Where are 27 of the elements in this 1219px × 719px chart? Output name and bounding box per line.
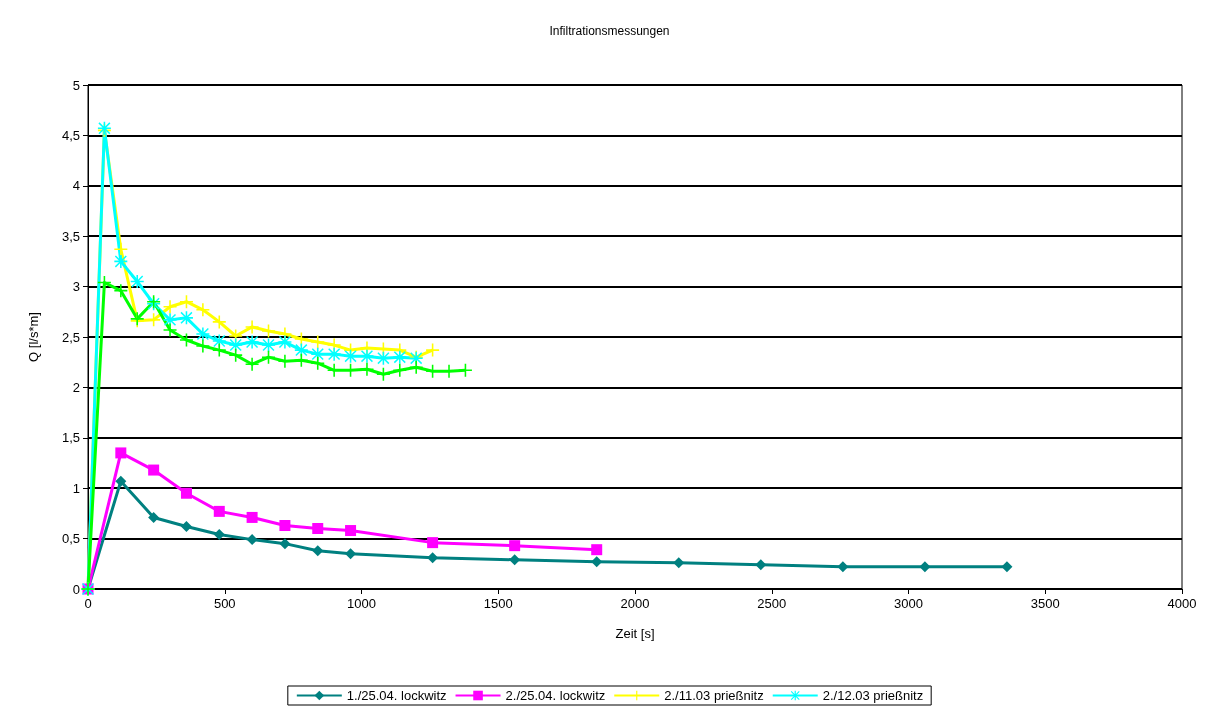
x-axis-title: Zeit [s] <box>615 626 655 641</box>
x-tick-label: 4000 <box>1167 596 1197 611</box>
x-tick-label: 1000 <box>347 596 376 611</box>
y-axis-title: Q [l/s*m] <box>26 312 41 362</box>
y-tick-label: 4,5 <box>61 127 80 143</box>
x-tick-label: 2500 <box>757 596 787 611</box>
legend-label: 2./25.04. lockwitz <box>505 688 606 703</box>
y-tick-label: 0,5 <box>61 531 80 547</box>
y-tick-label: 1 <box>72 480 80 496</box>
y-tick-label: 5 <box>72 77 80 93</box>
y-tick-label: 1,5 <box>61 430 80 446</box>
legend-label: 2./11.03 prießnitz <box>664 688 764 703</box>
y-tick-label: 2,5 <box>61 329 80 345</box>
x-tick-label: 1500 <box>483 596 513 611</box>
y-tick-label: 0 <box>72 581 80 597</box>
y-tick-label: 3 <box>72 279 80 295</box>
x-tick-label: 3000 <box>894 596 923 611</box>
x-tick-label: 0 <box>84 596 92 611</box>
x-tick-label: 2000 <box>620 596 650 611</box>
y-tick-label: 2 <box>72 379 80 395</box>
y-tick-label: 3,5 <box>61 228 80 244</box>
legend-label: 2./12.03 prießnitz <box>822 688 924 703</box>
x-tick-label: 3500 <box>1030 596 1060 611</box>
y-tick-label: 4 <box>72 178 80 194</box>
chart-title: Infiltrationsmessungen <box>549 24 670 38</box>
x-tick-label: 500 <box>213 596 236 611</box>
legend-label: 1./25.04. lockwitz <box>346 688 447 703</box>
